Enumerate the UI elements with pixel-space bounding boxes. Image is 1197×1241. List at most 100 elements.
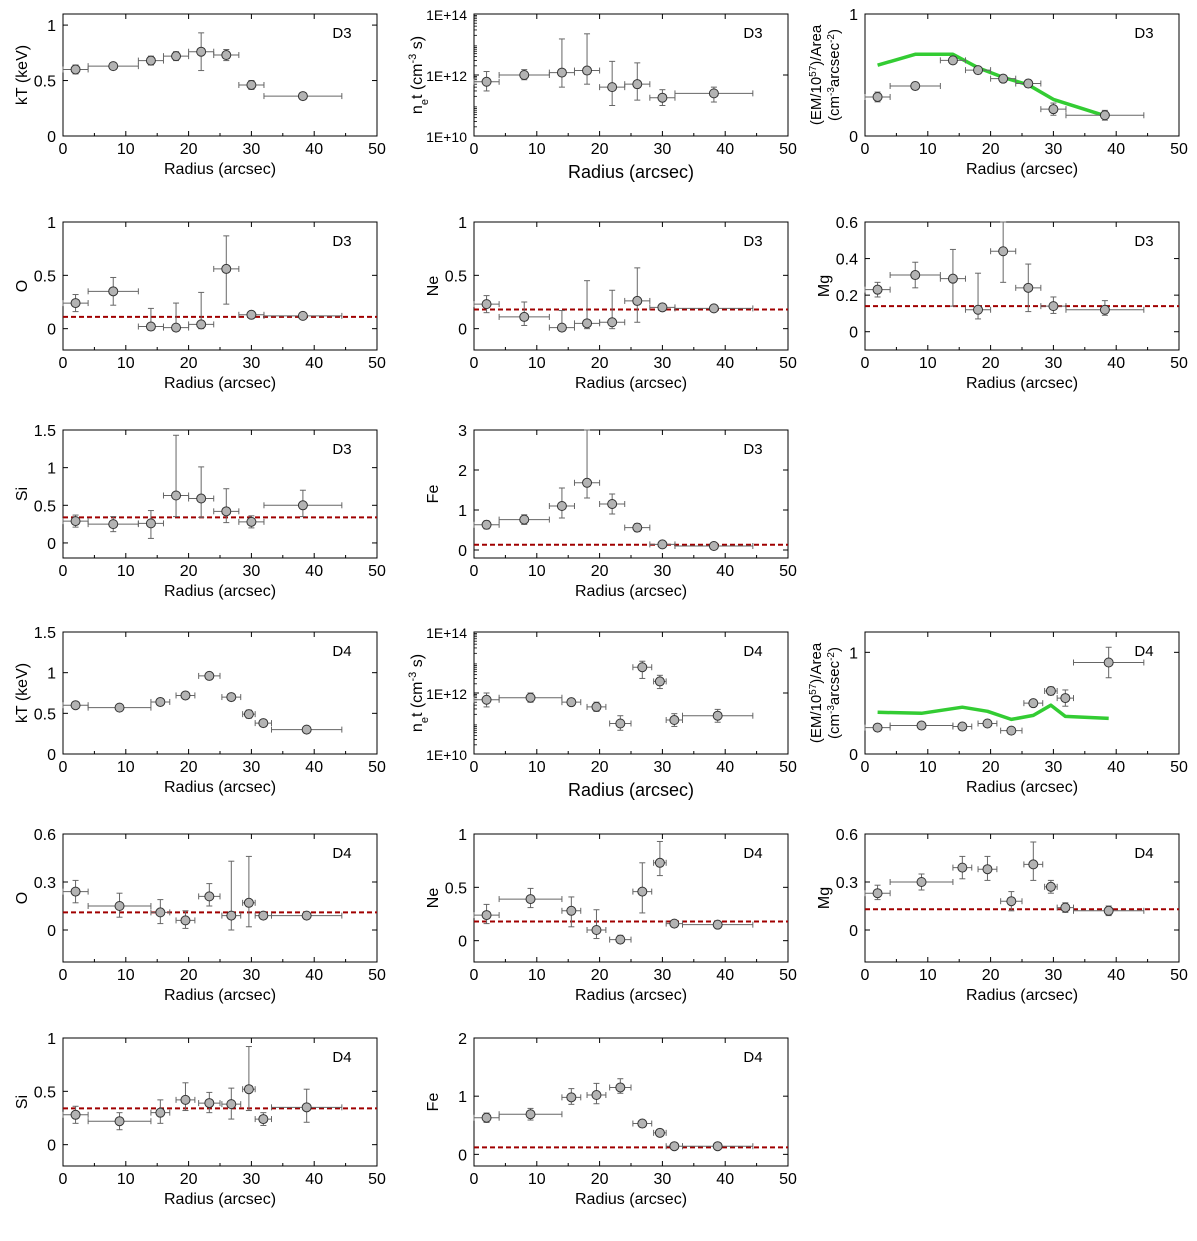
marker (221, 50, 232, 61)
marker (632, 295, 643, 306)
x-tick-label: 10 (919, 759, 937, 776)
data-point (1000, 725, 1023, 736)
data-point (498, 69, 550, 81)
y-tick-label: 1 (47, 215, 56, 232)
data-point (137, 510, 164, 539)
data-point (665, 918, 683, 929)
marker (657, 539, 668, 550)
data-point (1072, 905, 1145, 917)
y-axis-label: Ne (425, 888, 442, 909)
x-tick-label: 50 (368, 355, 386, 372)
y-axis-label: Mg (816, 887, 833, 909)
x-tick-label: 0 (470, 563, 479, 580)
y-tick-label: 1 (458, 215, 467, 232)
x-tick-label: 30 (654, 1171, 672, 1188)
x-tick-label: 40 (1107, 967, 1125, 984)
chart-panel-16: 0 10 20 30 40 50 Radius (arcsec) 0 1 2 Fe D4 (425, 1031, 797, 1208)
x-tick-label: 10 (117, 759, 135, 776)
marker (1103, 657, 1114, 668)
data-point (270, 724, 343, 735)
y-tick-label: 0 (849, 923, 858, 940)
data-point (137, 55, 164, 66)
y-tick-label: 1E+10 (426, 129, 467, 145)
y-tick-label: 1 (849, 7, 858, 24)
x-tick-label: 10 (528, 1171, 546, 1188)
data-point (586, 1082, 607, 1105)
data-point (254, 718, 272, 729)
data-point (162, 434, 190, 518)
data-point (1023, 841, 1044, 881)
marker (973, 65, 984, 76)
data-point (1040, 102, 1067, 116)
data-point (681, 919, 754, 930)
y-axis-label-units: (cm-3arcsec-2) (826, 647, 844, 739)
data-point (62, 1105, 89, 1124)
data-point (889, 873, 954, 891)
x-tick-label: 10 (117, 1171, 135, 1188)
chart-panel-4: 0 10 20 30 40 50 Radius (arcsec) 0 0.5 1 O D3 (14, 215, 386, 392)
x-tick-label: 0 (59, 563, 68, 580)
x-tick-label: 30 (654, 759, 672, 776)
marker (591, 1090, 602, 1101)
x-tick-label: 40 (716, 759, 734, 776)
marker (556, 501, 567, 511)
plot-frame (864, 13, 1180, 137)
data-point (87, 276, 139, 306)
data-point (62, 879, 89, 904)
data-point (548, 487, 575, 519)
x-tick-label: 50 (368, 759, 386, 776)
marker (70, 64, 81, 75)
data-point (665, 713, 683, 727)
region-label: D3 (743, 233, 762, 250)
marker (70, 700, 81, 711)
x-tick-label: 30 (243, 1171, 261, 1188)
x-tick-label: 10 (919, 141, 937, 158)
x-tick-label: 10 (528, 355, 546, 372)
data-point (864, 281, 891, 298)
y-axis-label: kT (keV) (14, 663, 31, 723)
x-tick-label: 30 (1045, 759, 1063, 776)
marker (957, 862, 968, 873)
data-point (254, 1112, 272, 1126)
marker (297, 500, 308, 511)
data-point (213, 48, 240, 62)
x-tick-label: 20 (591, 355, 609, 372)
marker (301, 724, 312, 735)
region-label: D4 (743, 643, 762, 660)
marker (108, 519, 119, 530)
y-tick-label: 0.6 (836, 827, 858, 844)
marker (708, 88, 719, 99)
marker (615, 1082, 626, 1093)
marker (1023, 282, 1034, 293)
x-tick-label: 20 (180, 563, 198, 580)
x-tick-label: 10 (528, 563, 546, 580)
plot-frame (473, 631, 789, 755)
marker (171, 51, 182, 62)
y-tick-label: 0 (47, 536, 56, 553)
marker (637, 1118, 648, 1129)
x-tick-label: 0 (861, 141, 870, 158)
x-tick-label: 20 (591, 759, 609, 776)
marker (582, 318, 593, 329)
marker (180, 915, 191, 926)
data-point (561, 896, 582, 928)
data-point (87, 1112, 152, 1131)
chart-panel-14: 0 10 20 30 40 50 Radius (arcsec) 0 0.3 0.6 Mg D4 (816, 827, 1188, 1004)
marker (171, 322, 182, 333)
marker (70, 516, 81, 527)
data-point (198, 1091, 221, 1114)
x-tick-label: 0 (861, 355, 870, 372)
marker (607, 82, 618, 93)
data-point (221, 692, 242, 703)
data-point (964, 65, 992, 76)
marker (637, 886, 648, 897)
x-tick-label: 20 (180, 141, 198, 158)
y-tick-label: 1E+12 (426, 68, 467, 84)
y-axis-label: Mg (816, 275, 833, 297)
x-tick-label: 50 (779, 355, 797, 372)
marker (525, 1109, 536, 1120)
data-point (977, 718, 998, 729)
data-point (1015, 263, 1042, 313)
data-point (175, 690, 196, 701)
